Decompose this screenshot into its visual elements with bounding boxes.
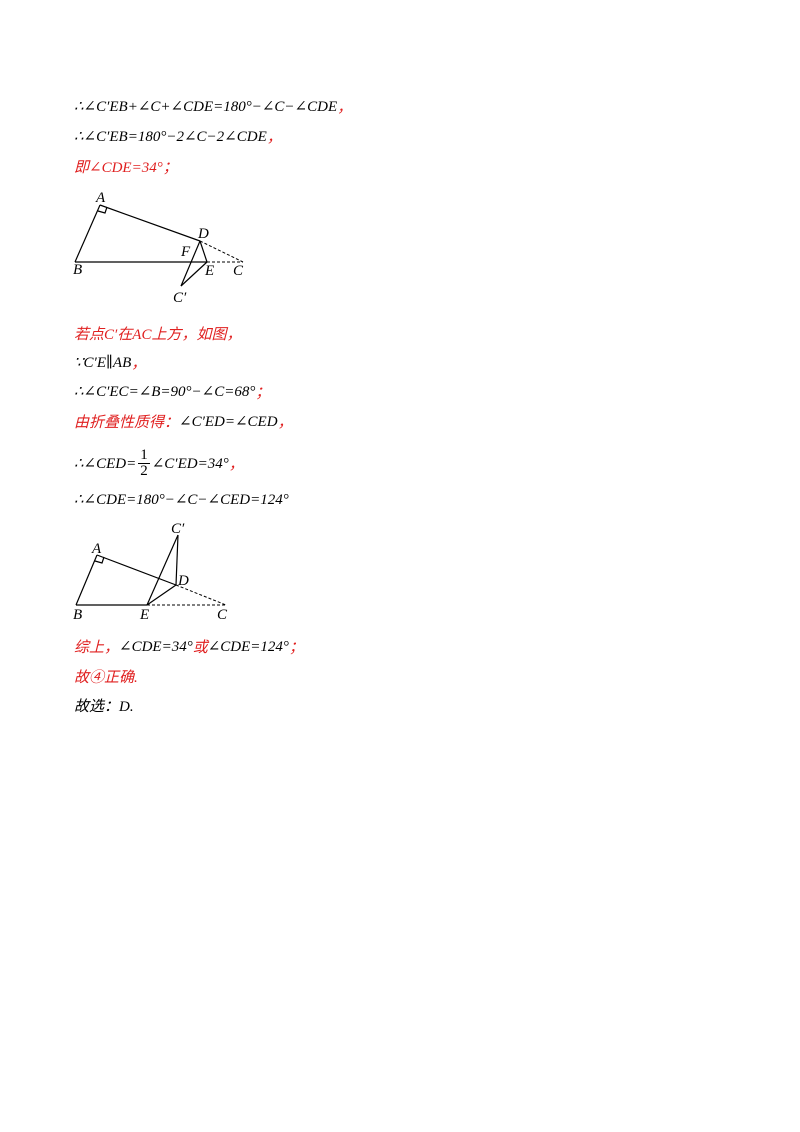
point-label: A bbox=[91, 541, 102, 557]
point-label: E bbox=[204, 263, 214, 279]
text-segment: 即∠CDE=34°； bbox=[74, 160, 178, 176]
point-label: D bbox=[177, 573, 189, 589]
text-line: 故选：D. bbox=[74, 695, 134, 716]
text-segment: 由折叠性质得： bbox=[74, 415, 180, 431]
point-label: C′ bbox=[171, 521, 185, 537]
point-label: C bbox=[217, 607, 228, 623]
text-segment: ∠CDE=34° bbox=[119, 639, 193, 655]
text-segment: ∴∠C′EC=∠B=90°−∠C=68° bbox=[74, 384, 256, 400]
text-line: ∴∠C′EC=∠B=90°−∠C=68°； bbox=[74, 381, 270, 402]
text-segment: ； bbox=[255, 385, 271, 401]
numerator: 1 bbox=[138, 447, 150, 464]
text-segment: ∵C′E∥AB bbox=[74, 355, 132, 371]
denominator: 2 bbox=[140, 463, 148, 479]
point-label: C bbox=[233, 263, 244, 279]
text-line: 由折叠性质得： ∠C′ED=∠CED， bbox=[74, 411, 293, 432]
point-label: C′ bbox=[173, 290, 187, 306]
point-label: B bbox=[73, 262, 82, 278]
text-segment: ， bbox=[266, 130, 282, 146]
text-segment: 若点C′在AC上方，如图， bbox=[74, 327, 242, 343]
point-label: A bbox=[95, 190, 106, 206]
figure: C′ A D B E C bbox=[73, 521, 228, 623]
text-line: 即∠CDE=34°； bbox=[74, 156, 178, 177]
text-line: ∴∠C′EB=180°−2∠C−2∠CDE， bbox=[74, 126, 282, 147]
text-line: 若点C′在AC上方，如图， bbox=[74, 323, 241, 344]
text-line: ∴∠CDE=180°−∠C−∠CED=124° bbox=[74, 490, 289, 509]
point-label: B bbox=[73, 607, 82, 623]
figure: A DF B E C C′ bbox=[73, 190, 244, 306]
text-segment: 故④正确. bbox=[74, 670, 138, 686]
text-segment: ∠C′ED=∠CED bbox=[179, 414, 278, 430]
text-segment: ， bbox=[337, 100, 353, 116]
text-segment: ∠C′ED=34° bbox=[151, 456, 229, 472]
text-segment: ∠CDE=124° bbox=[207, 639, 289, 655]
text-segment: ； bbox=[288, 640, 304, 656]
text-line: 故④正确. bbox=[74, 666, 138, 687]
text-segment: ∴∠C′EB+∠C+∠CDE=180°−∠C−∠CDE bbox=[74, 99, 338, 115]
text-segment: 故选：D. bbox=[74, 699, 134, 715]
text-line: ∵C′E∥AB， bbox=[74, 352, 146, 373]
text-segment: 综上， bbox=[74, 640, 120, 656]
point-label: E bbox=[139, 607, 149, 623]
point-label: F bbox=[180, 244, 191, 260]
text-segment: ∴∠C′EB=180°−2∠C−2∠CDE bbox=[74, 129, 267, 145]
text-segment: ∴∠CED= bbox=[74, 456, 137, 472]
text-line: ∴∠CED= 1 2 ∠C′ED=34°， bbox=[74, 448, 244, 479]
text-segment: ∴∠CDE=180°−∠C−∠CED=124° bbox=[74, 492, 289, 508]
text-segment: ， bbox=[131, 356, 147, 372]
text-segment: ， bbox=[277, 415, 293, 431]
text-line: ∴∠C′EB+∠C+∠CDE=180°−∠C−∠CDE， bbox=[74, 96, 352, 117]
text-segment: ， bbox=[228, 457, 244, 473]
point-label: D bbox=[197, 226, 209, 242]
text-line: 综上， ∠CDE=34° 或 ∠CDE=124°； bbox=[74, 636, 304, 657]
text-segment: 或 bbox=[192, 640, 208, 656]
